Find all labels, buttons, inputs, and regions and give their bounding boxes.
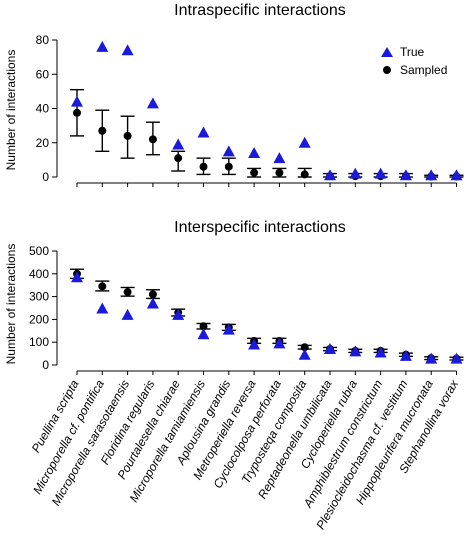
inter-sampled-point <box>98 282 107 291</box>
legend-true-marker <box>381 47 393 57</box>
intra-sampled-point <box>73 108 81 117</box>
legend-true-label: True <box>400 45 425 59</box>
intra-true-point <box>197 126 210 138</box>
intra-y-tick-label: 0 <box>42 170 49 184</box>
intra-true-point <box>298 136 311 148</box>
inter-y-tick-label: 100 <box>29 335 49 349</box>
intra-sampled-point <box>250 168 259 177</box>
inter-y-tick-label: 300 <box>29 290 49 304</box>
intra-true-point <box>146 97 159 109</box>
inter-true-point <box>399 349 412 361</box>
inter-true-point <box>349 345 362 357</box>
intra-true-point <box>222 145 235 157</box>
inter-sampled-point <box>148 290 157 299</box>
inter-true-point <box>121 308 134 320</box>
intra-true-point <box>324 169 336 181</box>
inter-sampled-point <box>123 288 132 297</box>
intra-true-point <box>450 169 463 181</box>
inter-true-point <box>425 352 438 364</box>
inter-true-point <box>248 338 261 350</box>
intra-panel: 0 20 40 60 80 <box>36 33 464 187</box>
legend-sampled-marker <box>383 66 391 74</box>
inter-true-point <box>273 337 286 349</box>
intra-sampled-point <box>98 126 107 135</box>
inter-sampled-point <box>300 343 309 352</box>
intra-sampled-point <box>199 162 208 171</box>
chart-title-intraspecific: Intraspecific interactions <box>174 2 346 19</box>
y-axis-label-intraspecific: Number of interactions <box>4 50 18 171</box>
inter-true-point <box>197 328 210 340</box>
y-axis-label-interspecific: Number of interactions <box>4 244 18 365</box>
intra-true-point <box>71 95 83 107</box>
intra-sampled-point <box>224 162 233 171</box>
intra-true-point <box>399 169 412 181</box>
inter-true-point <box>450 352 463 364</box>
inter-true-point <box>96 302 109 314</box>
intra-y-tick-label: 20 <box>36 136 50 150</box>
inter-true-point <box>172 308 185 320</box>
intra-true-point <box>273 152 286 164</box>
inter-true-point <box>222 323 235 335</box>
legend: True Sampled <box>381 45 447 77</box>
inter-true-point <box>374 346 387 358</box>
inter-y-tick-label: 0 <box>42 358 49 372</box>
intra-sampled-point <box>148 135 157 144</box>
inter-true-point <box>298 348 311 360</box>
chart-title-interspecific: Interspecific interactions <box>174 219 346 236</box>
inter-true-point <box>324 343 336 355</box>
inter-y-tick-label: 200 <box>29 312 49 326</box>
intra-sampled-point <box>275 168 284 177</box>
inter-sampled-point <box>199 322 208 331</box>
intra-sampled-point <box>300 170 309 179</box>
intra-true-point <box>349 167 362 179</box>
intra-true-point <box>248 147 261 159</box>
intra-y-tick-label: 40 <box>36 102 50 116</box>
intra-true-point <box>96 40 109 52</box>
inter-true-point <box>146 297 159 309</box>
inter-true-point <box>71 271 83 283</box>
intra-y-tick-label: 80 <box>36 33 50 47</box>
intra-y-tick-label: 60 <box>36 67 50 81</box>
intra-sampled-point <box>123 131 132 140</box>
legend-sampled-label: Sampled <box>400 63 447 77</box>
intra-true-point <box>121 44 134 56</box>
intra-sampled-point <box>174 154 183 163</box>
intra-true-point <box>425 169 438 181</box>
inter-y-tick-label: 400 <box>29 267 49 281</box>
intra-true-point <box>374 167 387 179</box>
intra-true-point <box>172 138 185 150</box>
inter-y-tick-label: 500 <box>29 244 49 258</box>
